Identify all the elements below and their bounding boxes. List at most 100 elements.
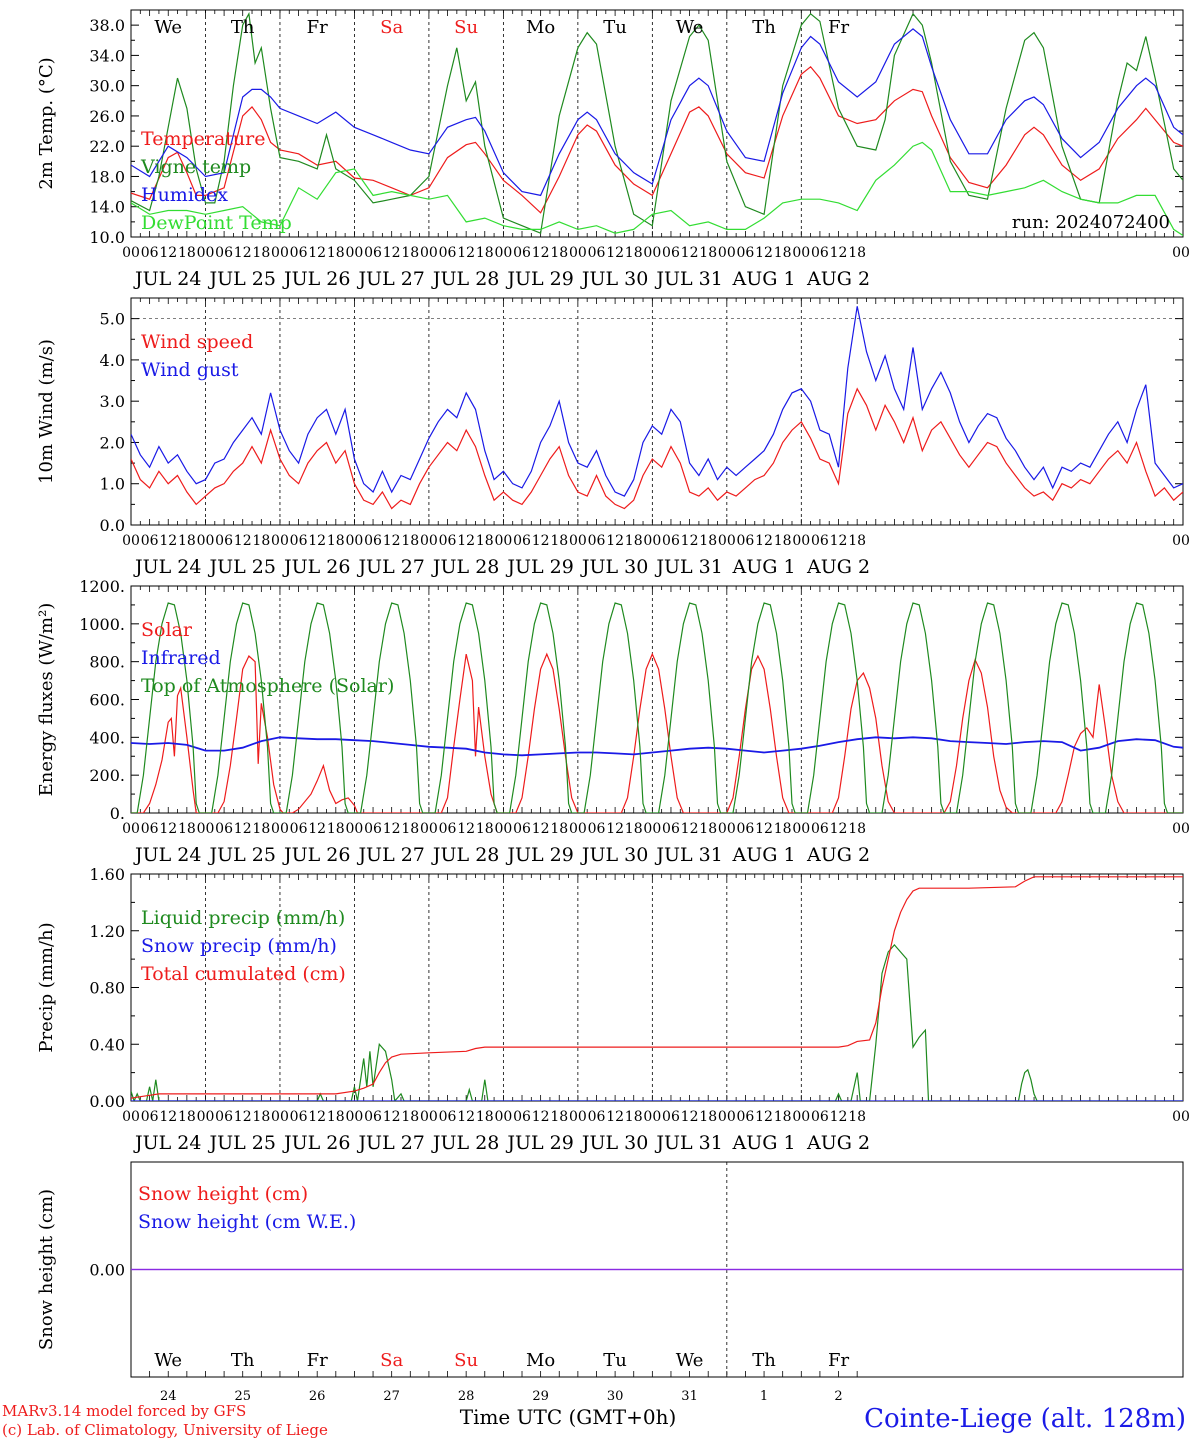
hour-tick-label: 12 (532, 821, 550, 837)
hour-tick-label: 06 (215, 533, 233, 549)
hour-tick-label: 06 (364, 245, 382, 261)
y-tick-label: 0.40 (89, 1035, 125, 1054)
y-axis-label: Precip (mm/h) (36, 922, 57, 1052)
y-tick-label: 600. (89, 691, 125, 710)
hour-tick-label: 18 (699, 1109, 717, 1125)
hour-tick-label: 12 (830, 821, 848, 837)
hour-tick-label: 12 (159, 245, 177, 261)
day-number-label: 28 (458, 1389, 475, 1404)
weekday-label: We (154, 17, 182, 38)
hour-tick-label: 18 (550, 533, 568, 549)
date-label: JUL 28 (431, 556, 499, 578)
date-label: JUL 30 (580, 1132, 648, 1154)
hour-tick-label: 12 (383, 821, 401, 837)
hour-tick-label: 06 (811, 1109, 829, 1125)
hour-tick-label: 12 (532, 1109, 550, 1125)
hour-tick-label: 00 (494, 1109, 512, 1125)
time-axis-label: Time UTC (GMT+0h) (460, 1405, 677, 1429)
hour-tick-label: 18 (625, 245, 643, 261)
hour-tick-label: 00 (271, 245, 289, 261)
hour-tick-label: 12 (755, 821, 773, 837)
hour-tick-label: 18 (327, 821, 345, 837)
hour-tick-label: 00 (346, 245, 364, 261)
date-label: AUG 2 (806, 556, 870, 578)
series-line-total-cumulated-cm- (131, 876, 1183, 1099)
hour-tick-label: 00 (718, 821, 736, 837)
hour-tick-label: 06 (141, 821, 159, 837)
date-label: JUL 25 (207, 844, 275, 866)
day-number-label: 29 (532, 1389, 549, 1404)
hour-tick-label: 00 (718, 533, 736, 549)
hour-tick-label: 12 (606, 1109, 624, 1125)
hour-tick-label: 12 (234, 533, 252, 549)
weekday-label: We (676, 1350, 704, 1371)
hour-tick-label: 18 (848, 533, 866, 549)
hour-tick-label: 06 (811, 533, 829, 549)
hour-tick-label: 06 (364, 533, 382, 549)
hour-tick-label: 00 (569, 245, 587, 261)
hour-tick-label: 12 (681, 821, 699, 837)
hour-tick-label: 06 (662, 1109, 680, 1125)
date-label: JUL 30 (580, 268, 648, 290)
hour-tick-label: 12 (159, 821, 177, 837)
hour-tick-label: 06 (513, 245, 531, 261)
hour-tick-label: 12 (606, 533, 624, 549)
date-label: AUG 1 (732, 556, 796, 578)
hour-tick-label: 00 (271, 821, 289, 837)
hour-tick-label: 06 (513, 821, 531, 837)
date-label: JUL 31 (654, 268, 722, 290)
hour-tick-label: 12 (681, 1109, 699, 1125)
hour-tick-label: 00 (346, 821, 364, 837)
run-label: run: 2024072400 (1012, 212, 1170, 233)
hour-tick-label: 18 (327, 245, 345, 261)
y-tick-label: 1000. (79, 615, 125, 634)
hour-tick-label: 00 (197, 821, 215, 837)
day-number-label: 30 (607, 1389, 624, 1404)
hour-tick-label: 06 (513, 1109, 531, 1125)
y-tick-label: 3.0 (100, 392, 125, 411)
hour-tick-label: 06 (141, 533, 159, 549)
weekday-label: We (154, 1350, 182, 1371)
series-line-temperature (131, 65, 1183, 214)
day-number-label: 1 (760, 1389, 768, 1404)
hour-tick-label: 12 (755, 245, 773, 261)
hour-tick-label: 18 (252, 533, 270, 549)
date-label: JUL 26 (282, 268, 350, 290)
hour-tick-label: 00 (1172, 821, 1190, 837)
hour-tick-label: 18 (178, 1109, 196, 1125)
hour-tick-label: 12 (308, 533, 326, 549)
series-line-dewpoint-temp (131, 141, 1183, 237)
hour-tick-label: 06 (662, 533, 680, 549)
date-label: JUL 28 (431, 268, 499, 290)
hour-tick-label: 00 (197, 245, 215, 261)
hour-tick-label: 00 (718, 245, 736, 261)
hour-tick-label: 18 (476, 533, 494, 549)
weekday-label: Th (752, 1350, 776, 1371)
hour-tick-label: 00 (792, 533, 810, 549)
series-line-wind-gust (131, 306, 1183, 497)
hour-tick-label: 18 (848, 245, 866, 261)
weekday-label: Su (454, 1350, 478, 1371)
date-label: AUG 2 (806, 1132, 870, 1154)
hour-tick-label: 06 (662, 245, 680, 261)
series-line-liquid-precip-mm-h- (131, 943, 1183, 1101)
weekday-label: Sa (380, 17, 403, 38)
weekday-label: Th (231, 1350, 255, 1371)
y-tick-label: 0.0 (100, 516, 125, 535)
hour-tick-label: 06 (513, 533, 531, 549)
hour-tick-label: 00 (569, 821, 587, 837)
y-tick-label: 0. (110, 804, 125, 823)
weekday-label: Fr (828, 17, 849, 38)
hour-tick-label: 06 (364, 1109, 382, 1125)
hour-tick-label: 12 (830, 1109, 848, 1125)
hour-tick-label: 00 (643, 533, 661, 549)
hour-tick-label: 12 (159, 533, 177, 549)
day-number-label: 27 (383, 1389, 400, 1404)
series-line-infrared (131, 736, 1183, 757)
hour-tick-label: 12 (606, 821, 624, 837)
lab-credit: (c) Lab. of Climatology, University of L… (2, 1421, 328, 1439)
hour-tick-label: 18 (550, 821, 568, 837)
date-label: AUG 2 (806, 844, 870, 866)
y-axis-label: 2m Temp. (°C) (36, 57, 57, 189)
hour-tick-label: 18 (625, 533, 643, 549)
